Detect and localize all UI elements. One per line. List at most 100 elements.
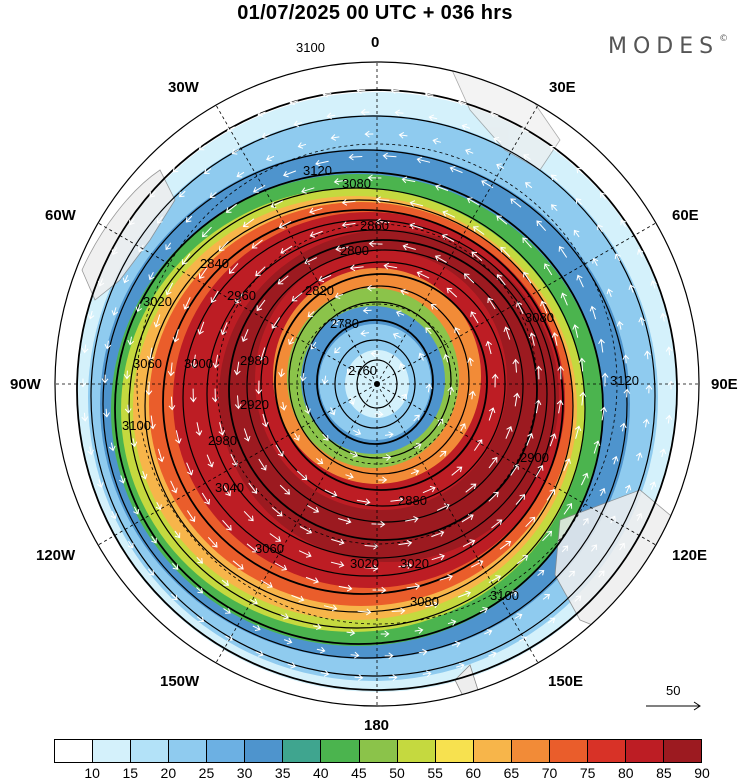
wind-arrow <box>563 458 571 471</box>
wind-arrow <box>399 363 406 372</box>
wind-arrow <box>390 496 405 504</box>
wind-arrow <box>549 433 557 447</box>
wind-arrow <box>526 432 534 446</box>
wind-arrow <box>623 388 631 398</box>
wind-arrow <box>592 257 599 266</box>
wind-arrow <box>172 166 180 173</box>
lon-label-90w: 90W <box>10 376 41 393</box>
wind-arrow <box>147 347 154 362</box>
colorbar-tick-label: 60 <box>465 765 482 781</box>
wind-arrow <box>348 153 363 161</box>
wind-arrow <box>572 324 579 338</box>
wind-arrow <box>291 292 303 302</box>
wind-arrow <box>324 489 338 497</box>
wind-arrow <box>422 670 432 678</box>
wind-arrow <box>129 217 135 226</box>
wind-arrow <box>416 156 431 164</box>
wind-arrow <box>451 466 463 476</box>
wind-arrow <box>488 651 497 658</box>
wind-arrow <box>496 215 508 225</box>
vector-scale-label: 50 <box>666 683 681 698</box>
wind-arrow <box>409 222 423 230</box>
wind-arrow <box>297 142 307 149</box>
wind-arrow <box>516 301 524 315</box>
contour-label: 3100 <box>296 40 325 55</box>
colorbar-swatch <box>245 740 284 762</box>
wind-arrow <box>515 494 526 505</box>
wind-arrow <box>130 438 138 448</box>
wind-arrow <box>611 455 619 465</box>
colorbar-tick-label: 20 <box>160 765 177 781</box>
wind-arrow <box>488 575 502 584</box>
wind-arrow <box>87 446 94 456</box>
wind-arrow <box>636 512 643 521</box>
height-contour <box>90 115 656 677</box>
wind-arrow <box>364 130 374 138</box>
wind-arrow <box>398 539 413 547</box>
wind-arrow <box>333 178 348 185</box>
wind-arrow <box>439 574 453 581</box>
wind-arrow <box>635 452 643 461</box>
wind-arrow <box>628 284 635 293</box>
colorbar <box>54 739 702 763</box>
wind-arrow <box>380 630 390 638</box>
wind-arrow <box>624 484 632 493</box>
wind-arrow <box>384 652 394 660</box>
wind-arrow <box>405 515 419 523</box>
contour-label: 2900 <box>520 450 549 465</box>
wind-arrow <box>201 492 210 505</box>
wind-arrow <box>599 487 606 497</box>
wind-arrow <box>470 311 479 324</box>
wind-arrow <box>372 586 387 594</box>
wind-arrow <box>330 134 340 141</box>
wind-arrow <box>103 408 110 418</box>
wind-arrow <box>469 390 476 400</box>
wind-arrow <box>522 237 532 249</box>
wind-arrow <box>122 275 130 284</box>
contour-label: 2880 <box>398 493 427 508</box>
wind-arrow <box>307 311 315 318</box>
wind-arrow <box>288 336 295 345</box>
wind-arrow <box>463 273 475 284</box>
wind-arrow <box>278 220 292 229</box>
wind-arrow <box>111 307 119 316</box>
wind-arrow <box>153 314 161 328</box>
wind-arrow <box>582 517 589 526</box>
wind-arrow <box>301 187 315 194</box>
wind-arrow <box>242 218 255 228</box>
contour-label: 2820 <box>305 283 334 298</box>
wind-arrow <box>560 292 568 306</box>
wind-arrow <box>255 650 264 657</box>
contour-label: 3060 <box>133 356 162 371</box>
wind-arrow <box>439 450 447 457</box>
wind-arrow <box>255 266 266 277</box>
wind-arrow <box>375 196 390 204</box>
wind-arrow <box>418 648 428 656</box>
wind-arrow <box>291 594 305 602</box>
height-contour <box>274 273 488 491</box>
wind-arrow <box>425 327 432 335</box>
wind-arrow <box>293 432 300 441</box>
height-contour <box>144 199 574 613</box>
wind-arrow <box>157 216 163 224</box>
wind-arrow <box>81 412 89 422</box>
wind-arrow <box>223 608 231 614</box>
wind-arrow <box>198 144 207 151</box>
wind-arrow <box>368 240 383 248</box>
wind-arrow <box>619 542 625 551</box>
wind-arrow <box>232 560 244 570</box>
wind-vectors <box>79 87 675 681</box>
wind-arrow <box>367 174 382 182</box>
colorbar-tick-label: 50 <box>389 765 405 781</box>
wind-arrow <box>616 320 624 330</box>
wind-arrow <box>493 137 502 144</box>
wind-arrow <box>341 198 356 206</box>
wind-arrow <box>104 340 112 350</box>
wind-arrow <box>222 484 231 497</box>
wind-arrow <box>516 555 529 565</box>
wind-arrow <box>665 414 673 424</box>
wind-arrow <box>186 462 194 476</box>
wind-arrow <box>165 282 174 296</box>
wind-arrow <box>402 243 416 251</box>
wind-arrow <box>345 472 354 480</box>
